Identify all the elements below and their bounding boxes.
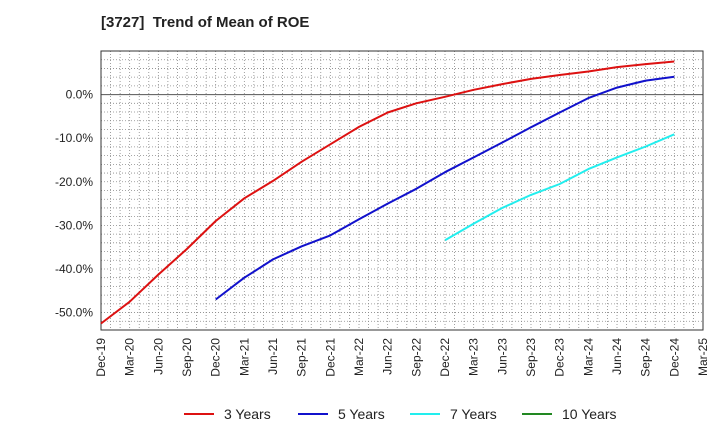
chart-title: [3727] Trend of Mean of ROE (101, 14, 310, 31)
x-tick-label: Dec-21 (323, 338, 337, 377)
x-tick-label: Mar-20 (123, 338, 137, 376)
x-tick-label: Jun-23 (495, 338, 509, 375)
x-tick-label: Jun-24 (610, 338, 624, 375)
series-line (215, 75, 675, 301)
x-tick-label: Dec-24 (667, 338, 681, 377)
plot-frame (100, 50, 704, 331)
y-tick-label: -30.0% (55, 218, 93, 232)
y-tick-label: -20.0% (55, 175, 93, 189)
legend-label: 5 Years (338, 406, 385, 422)
x-tick-label: Mar-22 (352, 338, 366, 376)
series-line (444, 133, 675, 242)
x-tick-label: Dec-23 (553, 338, 567, 377)
x-tick-label: Sep-21 (295, 338, 309, 377)
legend-label: 3 Years (224, 406, 271, 422)
y-tick-label: -10.0% (55, 131, 93, 145)
x-tick-label: Dec-20 (209, 338, 223, 377)
x-tick-label: Sep-20 (180, 338, 194, 377)
x-tick-label: Sep-22 (409, 338, 423, 377)
x-tick-label: Jun-22 (381, 338, 395, 375)
x-tick-label: Mar-24 (581, 338, 595, 376)
x-tick-label: Sep-24 (639, 338, 653, 377)
x-tick-label: Mar-25 (696, 338, 710, 376)
y-tick-label: 0.0% (66, 88, 94, 102)
x-tick-label: Jun-21 (266, 338, 280, 375)
x-tick-label: Mar-21 (237, 338, 251, 376)
y-tick-label: -50.0% (55, 306, 93, 320)
x-tick-label: Dec-19 (94, 338, 108, 377)
x-tick-label: Sep-23 (524, 338, 538, 377)
series-line (100, 60, 675, 325)
x-tick-label: Dec-22 (438, 338, 452, 377)
legend-label: 7 Years (450, 406, 497, 422)
x-tick-label: Jun-20 (151, 338, 165, 375)
y-tick-label: -40.0% (55, 262, 93, 276)
legend-label: 10 Years (562, 406, 617, 422)
x-tick-label: Mar-23 (467, 338, 481, 376)
